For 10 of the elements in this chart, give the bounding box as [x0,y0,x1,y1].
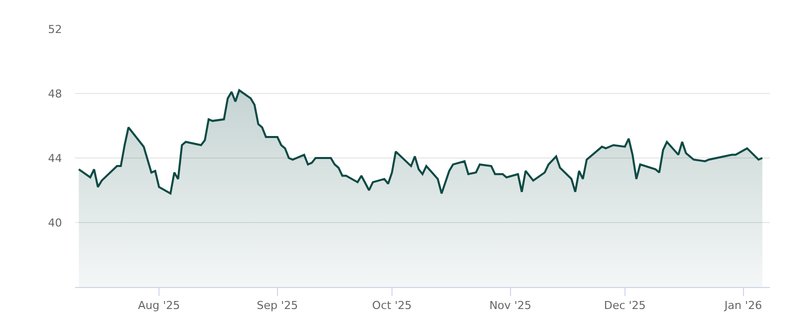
x-tick-label: Aug '25 [138,299,180,312]
x-tick-label: Oct '25 [372,299,412,312]
x-tick-label: Jan '26 [724,299,762,312]
y-tick-label: 48 [48,87,62,100]
x-tick-label: Sep '25 [256,299,298,312]
x-tick-label: Nov '25 [489,299,532,312]
y-tick-label: 52 [48,22,62,36]
y-tick-label: 40 [48,216,62,230]
y-tick-label: 44 [48,152,62,165]
x-tick-label: Dec '25 [604,299,646,312]
